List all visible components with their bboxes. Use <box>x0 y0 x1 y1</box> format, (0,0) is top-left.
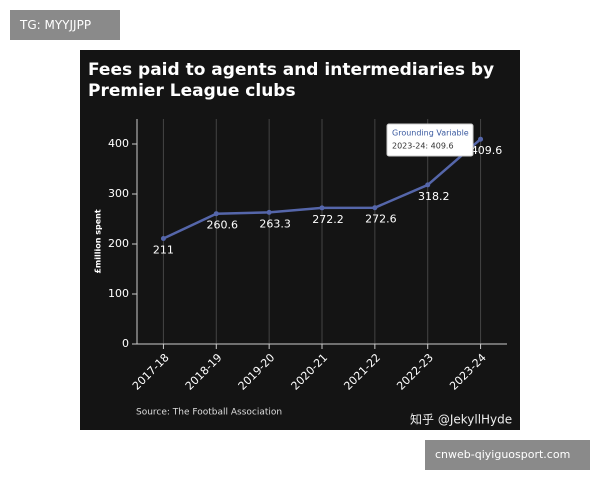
tag: TG: MYYJJPP <box>10 10 120 40</box>
point <box>478 136 484 142</box>
data-label: 409.6 <box>471 144 503 157</box>
y-axis-label: £million spent <box>94 209 103 273</box>
y-tick-label: 300 <box>108 187 129 200</box>
point <box>266 209 272 215</box>
point <box>319 205 325 211</box>
data-label: 272.2 <box>312 213 344 226</box>
tooltip-box <box>386 123 474 157</box>
y-tick-label: 0 <box>122 337 129 350</box>
tooltip-text: 2023-24: 409.6 <box>392 142 454 151</box>
site-tag: cnweb-qiyiguosport.com <box>425 440 590 470</box>
y-tick-label: 100 <box>108 287 129 300</box>
point <box>160 236 166 241</box>
data-label: 272.6 <box>365 213 397 226</box>
point <box>372 205 378 211</box>
tooltip-title: Grounding Variable <box>392 129 469 138</box>
watermark: 知乎 @JekyllHyde <box>410 413 512 427</box>
chart-panel <box>80 50 520 430</box>
y-tick-label: 200 <box>108 237 129 250</box>
data-label: 260.6 <box>207 219 239 232</box>
source: Source: The Football Association <box>136 408 282 418</box>
y-tick-label: 400 <box>108 137 129 150</box>
point <box>213 211 219 217</box>
data-label: 211 <box>153 244 174 257</box>
chart-title: Fees paid to agents and intermediaries b… <box>88 60 495 101</box>
tooltip: Grounding Variable 2023-24: 409.6 <box>386 123 474 157</box>
data-label: 263.3 <box>259 217 291 230</box>
point <box>425 182 431 188</box>
data-label: 318.2 <box>418 190 450 203</box>
